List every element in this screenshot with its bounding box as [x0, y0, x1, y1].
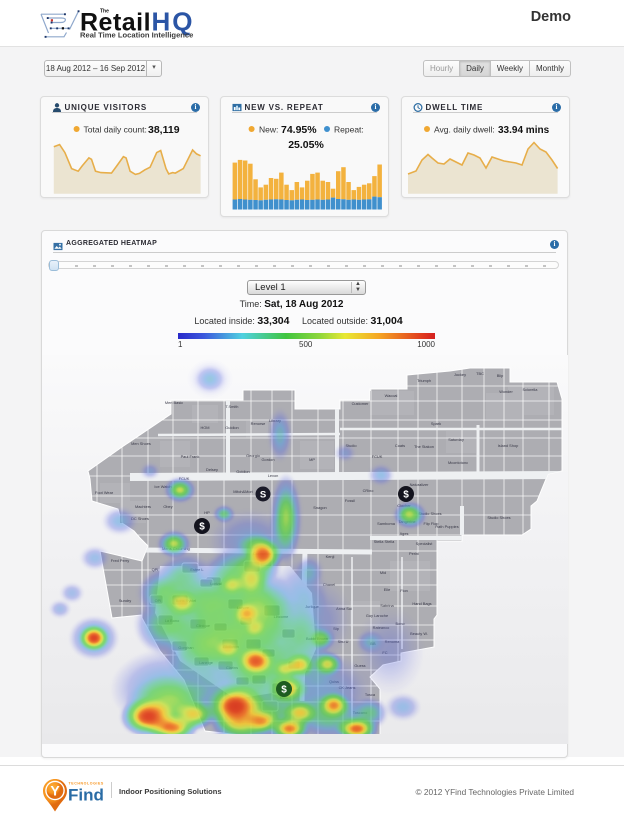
svg-text:Specialist: Specialist — [416, 541, 434, 546]
svg-text:CRino: CRino — [363, 488, 374, 493]
svg-text:Jockey: Jockey — [454, 372, 466, 377]
svg-text:Lexon: Lexon — [268, 473, 279, 478]
svg-text:T.Smith: T.Smith — [226, 404, 239, 409]
svg-text:Find: Find — [68, 786, 104, 805]
svg-text:Customer: Customer — [352, 401, 370, 406]
svg-text:33.94 mins: 33.94 mins — [498, 125, 550, 136]
svg-text:Mitch&Mori: Mitch&Mori — [233, 489, 253, 494]
svg-text:New:: New: — [259, 125, 278, 135]
svg-text:Samboma: Samboma — [377, 521, 396, 526]
svg-text:Repeat:: Repeat: — [334, 125, 364, 135]
svg-text:HOM: HOM — [200, 425, 209, 430]
svg-text:$: $ — [281, 685, 287, 696]
svg-text:The Stakon: The Stakon — [414, 444, 434, 449]
svg-text:Elle: Elle — [384, 587, 391, 592]
svg-text:25.05%: 25.05% — [288, 139, 324, 151]
svg-text:Retail: Retail — [80, 9, 151, 37]
svg-text:Saturday: Saturday — [448, 437, 464, 442]
svg-text:Fossil: Fossil — [345, 498, 355, 503]
svg-text:Coats: Coats — [395, 443, 405, 448]
svg-text:Avg. daily dwell:: Avg. daily dwell: — [434, 125, 495, 135]
svg-text:Foot Wear: Foot Wear — [95, 490, 114, 495]
svg-text:Fred Perry: Fred Perry — [111, 558, 129, 563]
svg-text:S: S — [260, 489, 266, 500]
svg-text:Perini: Perini — [409, 551, 419, 556]
svg-text:Y: Y — [50, 783, 60, 799]
svg-text:Hand Bags: Hand Bags — [412, 601, 431, 606]
svg-text:Machters: Machters — [135, 504, 151, 509]
svg-text:Snagon: Snagon — [313, 505, 326, 510]
svg-text:Guldion: Guldion — [225, 425, 238, 430]
svg-text:DC Shoes: DC Shoes — [131, 516, 149, 521]
svg-text:Blip: Blip — [497, 373, 504, 378]
svg-text:38,119: 38,119 — [148, 124, 180, 136]
svg-text:Goldion: Goldion — [236, 469, 249, 474]
svg-text:Delsey: Delsey — [206, 467, 218, 472]
svg-text:$: $ — [403, 490, 409, 501]
svg-text:Fion: Fion — [400, 588, 408, 593]
svg-text:HQ: HQ — [152, 8, 195, 37]
svg-text:Obey: Obey — [163, 504, 172, 509]
svg-text:Mid: Mid — [380, 570, 386, 575]
svg-text:$: $ — [199, 522, 205, 533]
svg-text:FCUK: FCUK — [372, 454, 383, 459]
svg-text:Wacoal: Wacoal — [385, 393, 398, 398]
svg-text:Naturalizer: Naturalizer — [410, 482, 430, 487]
svg-text:Ice Watch: Ice Watch — [154, 484, 171, 489]
svg-text:Sciorella: Sciorella — [523, 387, 539, 392]
svg-text:Studio Shoes: Studio Shoes — [418, 511, 441, 516]
svg-text:Renorse: Renorse — [251, 421, 266, 426]
svg-text:TBC: TBC — [476, 371, 484, 376]
svg-text:Gordon: Gordon — [262, 457, 275, 462]
svg-text:Wonder: Wonder — [499, 389, 513, 394]
svg-text:Island Shop: Island Shop — [498, 443, 519, 448]
svg-text:Paul Frank: Paul Frank — [181, 454, 200, 459]
svg-text:TECHNOLOGIES: TECHNOLOGIES — [69, 782, 104, 786]
svg-text:Spark: Spark — [431, 421, 441, 426]
svg-text:Sabrina: Sabrina — [380, 603, 394, 608]
svg-text:HP: HP — [204, 510, 210, 515]
svg-text:Men Basic: Men Basic — [165, 400, 183, 405]
svg-text:Total daily count:: Total daily count: — [84, 125, 147, 135]
svg-text:Sundry: Sundry — [119, 598, 131, 603]
svg-text:Kenji: Kenji — [326, 554, 335, 559]
svg-text:Ages: Ages — [400, 531, 409, 536]
svg-text:Stella Stella: Stella Stella — [374, 539, 395, 544]
svg-text:74.95%: 74.95% — [281, 124, 317, 136]
svg-text:Studio Shoes: Studio Shoes — [487, 515, 510, 520]
svg-text:Hath Puppies: Hath Puppies — [435, 524, 458, 529]
svg-text:The: The — [100, 9, 109, 15]
svg-text:Georgio: Georgio — [246, 453, 260, 458]
svg-text:Flip Flop: Flip Flop — [424, 521, 439, 526]
svg-text:Real Time Location Intelligenc: Real Time Location Intelligence — [80, 30, 193, 39]
svg-text:MP: MP — [309, 457, 315, 462]
svg-text:Mcontotonc: Mcontotonc — [448, 460, 468, 465]
svg-text:Men Shoes: Men Shoes — [131, 441, 151, 446]
svg-text:Triumph: Triumph — [417, 378, 431, 383]
